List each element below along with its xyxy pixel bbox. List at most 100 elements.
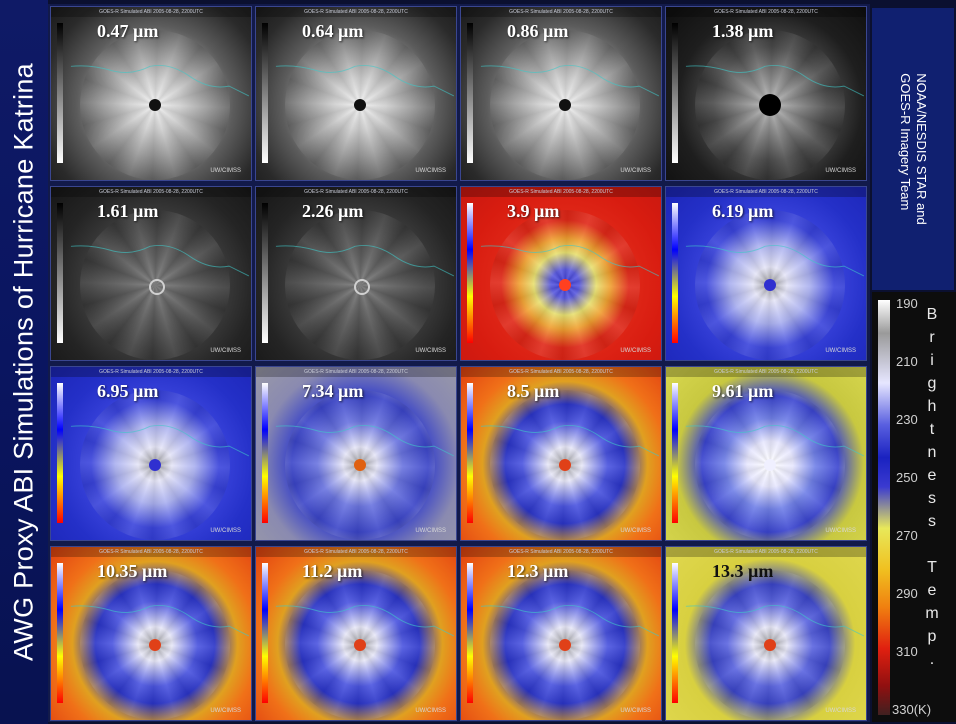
panel-credit: UW/CIMSS bbox=[210, 708, 241, 714]
wavelength-label: 10.35 µm bbox=[97, 561, 168, 581]
satellite-panel: GOES-R Simulated ABI 2005-08-28, 2200UTC… bbox=[50, 546, 252, 721]
scale-label-letter: e bbox=[927, 582, 937, 599]
scale-label-letter: T bbox=[927, 559, 937, 576]
scale-label-letter: . bbox=[929, 651, 935, 668]
panel-credit: UW/CIMSS bbox=[210, 348, 241, 354]
satellite-panel: GOES-R Simulated ABI 2005-08-28, 2200UTC… bbox=[255, 366, 457, 541]
scale-label-letter: t bbox=[929, 421, 935, 438]
panel-color-bar bbox=[672, 383, 678, 523]
satellite-panel: GOES-R Simulated ABI 2005-08-28, 2200UTC… bbox=[460, 546, 662, 721]
panel-header: GOES-R Simulated ABI 2005-08-28, 2200UTC bbox=[256, 7, 456, 17]
scale-tick-label: 270 bbox=[896, 528, 918, 543]
panel-color-bar bbox=[467, 23, 473, 163]
wavelength-label: 8.5 µm bbox=[507, 381, 560, 401]
hurricane-eye bbox=[149, 459, 161, 471]
panel-header: GOES-R Simulated ABI 2005-08-28, 2200UTC bbox=[51, 187, 251, 197]
scale-label-letter: s bbox=[928, 490, 936, 507]
panel-color-bar bbox=[57, 383, 63, 523]
scale-label-letter: e bbox=[927, 467, 937, 484]
panel-header: GOES-R Simulated ABI 2005-08-28, 2200UTC bbox=[666, 187, 866, 197]
page-title: AWG Proxy ABI Simulations of Hurricane K… bbox=[8, 62, 39, 662]
panel-color-bar bbox=[467, 383, 473, 523]
credit-line-2: GOES-R Imagery Team bbox=[898, 73, 913, 211]
panel-color-bar bbox=[467, 203, 473, 343]
panel-credit: UW/CIMSS bbox=[415, 348, 446, 354]
hurricane-eye bbox=[149, 99, 161, 111]
coastline-overlay bbox=[685, 604, 865, 637]
panel-header: GOES-R Simulated ABI 2005-08-28, 2200UTC bbox=[51, 367, 251, 377]
hurricane-eye bbox=[764, 459, 776, 471]
satellite-panel: GOES-R Simulated ABI 2005-08-28, 2200UTC… bbox=[665, 366, 867, 541]
panel-header: GOES-R Simulated ABI 2005-08-28, 2200UTC bbox=[461, 547, 661, 557]
coastline-overlay bbox=[480, 424, 660, 457]
coastline-overlay bbox=[275, 424, 455, 457]
panel-header: GOES-R Simulated ABI 2005-08-28, 2200UTC bbox=[666, 367, 866, 377]
hurricane-eye bbox=[759, 94, 781, 116]
panel-color-bar bbox=[262, 203, 268, 343]
scale-tick-label: 310 bbox=[896, 644, 918, 659]
hurricane-eye bbox=[559, 639, 571, 651]
panel-color-bar bbox=[672, 563, 678, 703]
panel-credit: UW/CIMSS bbox=[620, 528, 651, 534]
credit-box: NOAA/NESDIS STAR and GOES-R Imagery Team bbox=[872, 8, 954, 290]
title-bar: AWG Proxy ABI Simulations of Hurricane K… bbox=[0, 0, 48, 724]
satellite-panel: GOES-R Simulated ABI 2005-08-28, 2200UTC… bbox=[50, 6, 252, 181]
scale-tick-label: 250 bbox=[896, 470, 918, 485]
coastline-overlay bbox=[685, 244, 865, 277]
wavelength-label: 9.61 µm bbox=[712, 381, 774, 401]
scale-label-letter: i bbox=[930, 352, 934, 369]
coastline-overlay bbox=[480, 244, 660, 277]
panel-credit: UW/CIMSS bbox=[825, 348, 856, 354]
wavelength-label: 11.2 µm bbox=[302, 561, 363, 581]
coastline-overlay bbox=[275, 64, 455, 97]
scale-tick-label: 290 bbox=[896, 586, 918, 601]
coastline-overlay bbox=[685, 424, 865, 457]
panel-credit: UW/CIMSS bbox=[620, 348, 651, 354]
scale-label-letter: n bbox=[927, 444, 937, 461]
coastline-overlay bbox=[275, 244, 455, 277]
satellite-panel: GOES-R Simulated ABI 2005-08-28, 2200UTC… bbox=[665, 546, 867, 721]
scale-tick-label: 230 bbox=[896, 412, 918, 427]
coastline-overlay bbox=[70, 64, 250, 97]
scale-tick-label: 210 bbox=[896, 354, 918, 369]
panel-credit: UW/CIMSS bbox=[825, 168, 856, 174]
hurricane-eye bbox=[354, 639, 366, 651]
panel-credit: UW/CIMSS bbox=[210, 528, 241, 534]
satellite-panel: GOES-R Simulated ABI 2005-08-28, 2200UTC… bbox=[50, 186, 252, 361]
panel-credit: UW/CIMSS bbox=[825, 708, 856, 714]
scale-label-letter: r bbox=[929, 329, 935, 346]
wavelength-label: 6.19 µm bbox=[712, 201, 774, 221]
satellite-panel: GOES-R Simulated ABI 2005-08-28, 2200UTC… bbox=[665, 6, 867, 181]
panel-header: GOES-R Simulated ABI 2005-08-28, 2200UTC bbox=[461, 7, 661, 17]
hurricane-eye bbox=[559, 99, 571, 111]
panel-color-bar bbox=[57, 203, 63, 343]
hurricane-eye bbox=[354, 279, 370, 295]
credit-line-1: NOAA/NESDIS STAR and bbox=[914, 73, 929, 225]
wavelength-label: 0.86 µm bbox=[507, 21, 569, 41]
panel-header: GOES-R Simulated ABI 2005-08-28, 2200UTC bbox=[461, 367, 661, 377]
panel-color-bar bbox=[672, 203, 678, 343]
hurricane-eye bbox=[149, 279, 165, 295]
satellite-panel: GOES-R Simulated ABI 2005-08-28, 2200UTC… bbox=[460, 366, 662, 541]
satellite-panel: GOES-R Simulated ABI 2005-08-28, 2200UTC… bbox=[460, 186, 662, 361]
color-scale-bar bbox=[878, 300, 890, 715]
wavelength-label: 1.38 µm bbox=[712, 21, 774, 41]
satellite-panel: GOES-R Simulated ABI 2005-08-28, 2200UTC… bbox=[255, 186, 457, 361]
panel-header: GOES-R Simulated ABI 2005-08-28, 2200UTC bbox=[256, 187, 456, 197]
hurricane-eye bbox=[354, 459, 366, 471]
panel-header: GOES-R Simulated ABI 2005-08-28, 2200UTC bbox=[51, 7, 251, 17]
wavelength-label: 3.9 µm bbox=[507, 201, 560, 221]
panel-credit: UW/CIMSS bbox=[620, 168, 651, 174]
coastline-overlay bbox=[70, 424, 250, 457]
panel-credit: UW/CIMSS bbox=[210, 168, 241, 174]
scale-label-letter: B bbox=[926, 306, 938, 323]
panel-color-bar bbox=[262, 23, 268, 163]
panel-color-bar bbox=[57, 23, 63, 163]
scale-label-letter: p bbox=[927, 628, 937, 645]
coastline-overlay bbox=[480, 64, 660, 97]
scale-label-letter: m bbox=[925, 605, 939, 622]
panel-credit: UW/CIMSS bbox=[415, 708, 446, 714]
coastline-overlay bbox=[480, 604, 660, 637]
panel-credit: UW/CIMSS bbox=[415, 528, 446, 534]
wavelength-label: 1.61 µm bbox=[97, 201, 159, 221]
